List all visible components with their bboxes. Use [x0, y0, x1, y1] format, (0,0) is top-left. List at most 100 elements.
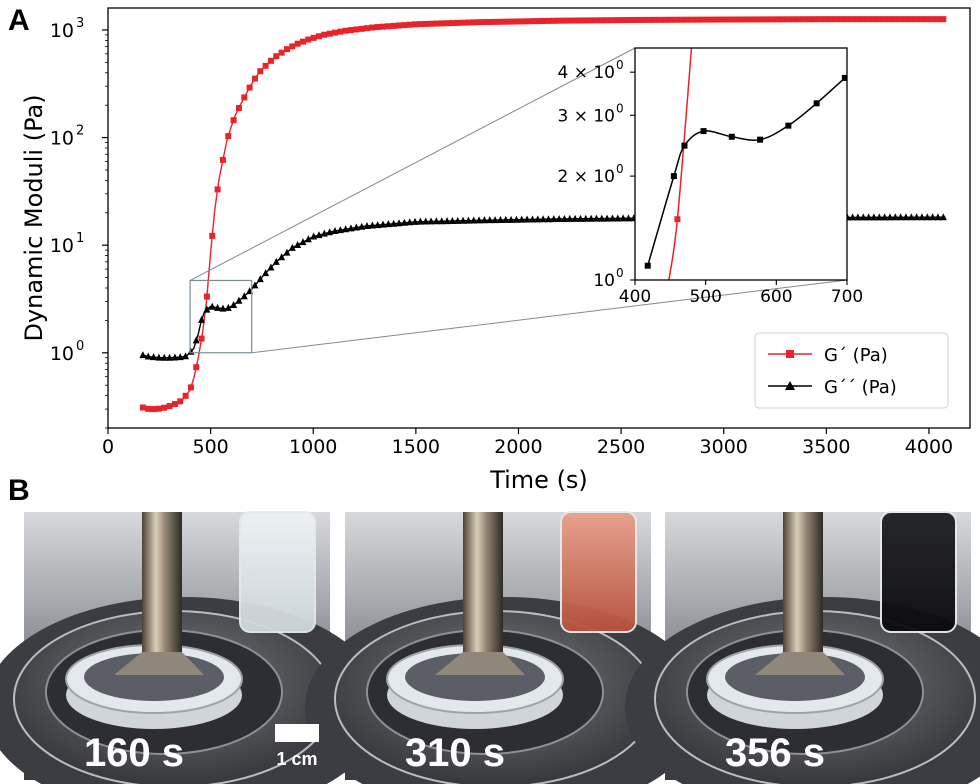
main-point-gpp	[886, 213, 894, 221]
main-point-gp	[785, 16, 792, 23]
main-point-gpp	[582, 214, 590, 222]
main-point-gp	[897, 16, 904, 23]
main-point-gpp	[891, 213, 899, 221]
photo-time-label: 356 s	[725, 731, 825, 775]
inset-y-tick-label: 4 × 10	[558, 63, 616, 83]
main-point-gp	[214, 186, 221, 193]
main-point-gp	[385, 23, 392, 30]
main-point-gp	[358, 25, 365, 32]
main-point-gp	[182, 392, 189, 399]
main-point-gpp	[448, 216, 456, 224]
photo-time-label: 160 s	[84, 731, 184, 775]
main-point-gp	[913, 16, 920, 23]
main-point-gpp	[352, 223, 360, 231]
inset-x-tick-label: 500	[689, 287, 721, 307]
main-point-gp	[299, 38, 306, 45]
main-point-gpp	[571, 214, 579, 222]
main-point-gp	[433, 20, 440, 27]
main-point-gpp	[294, 240, 302, 248]
inset-background	[635, 48, 847, 280]
main-point-gpp	[235, 296, 243, 304]
main-point-gp	[588, 17, 595, 24]
main-y-tick-label: 10	[50, 343, 74, 365]
main-point-gp	[305, 36, 312, 43]
main-point-gpp	[534, 215, 542, 223]
main-point-gp	[934, 16, 941, 23]
main-point-gp	[860, 16, 867, 23]
main-point-gp	[444, 20, 451, 27]
inset-y-tick-label: 3 × 10	[558, 106, 616, 126]
panel-label-a: A	[8, 4, 30, 37]
main-point-gpp	[576, 214, 584, 222]
main-point-gpp	[374, 221, 382, 229]
inset-x-tick-label: 700	[831, 287, 863, 307]
main-point-gpp	[528, 215, 536, 223]
main-point-gpp	[160, 353, 168, 361]
main-point-gp	[700, 16, 707, 23]
main-point-gp	[412, 21, 419, 28]
main-point-gp	[337, 28, 344, 35]
legend-box	[754, 332, 949, 409]
main-point-gp	[865, 16, 872, 23]
main-point-gp	[769, 16, 776, 23]
main-point-gp	[854, 16, 861, 23]
main-point-gpp	[342, 225, 350, 233]
main-point-gp	[534, 18, 541, 25]
main-point-gpp	[598, 214, 606, 222]
main-point-gpp	[288, 243, 296, 251]
main-point-gpp	[224, 303, 232, 311]
main-point-gp	[833, 16, 840, 23]
main-point-gp	[721, 16, 728, 23]
main-point-gpp	[208, 302, 216, 310]
main-point-gpp	[918, 213, 926, 221]
main-point-gpp	[219, 304, 227, 312]
main-point-gp	[593, 17, 600, 24]
main-point-gp	[438, 20, 445, 27]
main-y-tick-exponent: 1	[76, 231, 84, 246]
main-point-gp	[502, 18, 509, 25]
main-point-gpp	[400, 218, 408, 226]
legend-marker-gp	[786, 350, 794, 358]
inset-point-gp	[674, 216, 681, 223]
y-axis-title: Dynamic Moduli (Pa)	[20, 94, 48, 341]
main-x-ticks: 0 500 1000 1500 2000 2500 3000 3500 4000	[102, 428, 953, 458]
main-point-gpp	[422, 217, 430, 225]
main-point-gp	[780, 16, 787, 23]
main-point-gp	[801, 16, 808, 23]
main-point-gpp	[198, 315, 206, 323]
main-point-gp	[251, 75, 258, 82]
main-point-gpp	[544, 215, 552, 223]
main-point-gpp	[272, 257, 280, 265]
main-point-gpp	[363, 222, 371, 230]
main-point-gp	[470, 19, 477, 26]
main-point-gp	[209, 232, 216, 239]
main-point-gp	[822, 16, 829, 23]
main-point-gpp	[923, 213, 931, 221]
rheometer-cone	[755, 652, 845, 675]
main-point-gpp	[470, 216, 478, 224]
main-point-gpp	[870, 213, 878, 221]
main-point-gp	[732, 16, 739, 23]
main-point-gpp	[230, 300, 238, 308]
main-point-gpp	[603, 214, 611, 222]
main-point-gpp	[624, 214, 632, 222]
main-point-gp	[518, 18, 525, 25]
main-point-gpp	[875, 213, 883, 221]
main-point-gp	[630, 16, 637, 23]
photo-time-label: 310 s	[405, 731, 505, 775]
main-y-tick-exponent: 0	[76, 339, 84, 354]
main-point-gp	[614, 17, 621, 24]
main-point-gpp	[166, 353, 174, 361]
main-point-gpp	[171, 353, 179, 361]
sample-vial	[560, 511, 637, 633]
main-point-gp	[262, 62, 269, 69]
scale-bar-box	[275, 724, 319, 742]
main-point-gpp	[560, 214, 568, 222]
main-point-gp	[492, 18, 499, 25]
main-point-gpp	[416, 217, 424, 225]
main-point-gp	[652, 16, 659, 23]
main-point-gpp	[934, 213, 942, 221]
main-point-gpp	[139, 351, 147, 359]
main-point-gpp	[550, 215, 558, 223]
main-point-gp	[876, 16, 883, 23]
